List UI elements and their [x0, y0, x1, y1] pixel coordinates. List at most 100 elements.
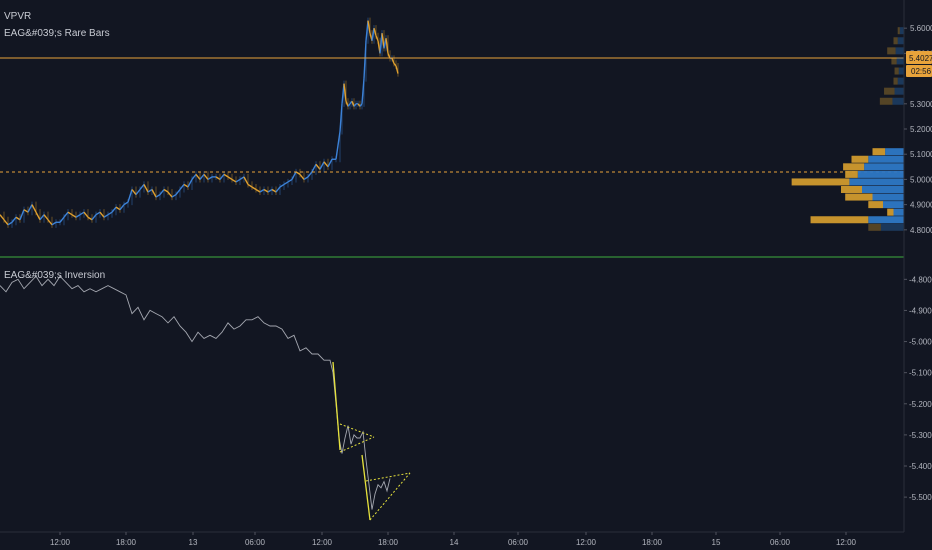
price-segment	[59, 216, 65, 223]
inversion-tick-label: -5.0000	[909, 338, 932, 347]
price-segment	[159, 189, 165, 195]
price-segment	[311, 163, 317, 173]
price-segment	[291, 171, 297, 180]
price-segment	[231, 178, 237, 183]
price-segment	[351, 101, 355, 107]
price-segment	[31, 204, 37, 213]
volume-bar-up	[894, 87, 904, 95]
inversion-pane[interactable]	[0, 275, 391, 510]
volume-bar-down	[887, 208, 894, 216]
volume-bar-down	[845, 193, 873, 201]
price-segment	[87, 216, 93, 221]
price-tick-label: 4.9000	[910, 201, 932, 210]
volume-bar-up	[868, 155, 904, 163]
time-tick-label: 14	[450, 538, 459, 547]
price-segment	[179, 184, 185, 190]
price-segment	[15, 216, 21, 221]
price-segment	[335, 131, 341, 160]
price-segment	[391, 58, 395, 64]
price-segment	[27, 204, 33, 213]
volume-profile[interactable]	[791, 27, 904, 231]
price-segment	[195, 173, 201, 180]
price-segment	[343, 83, 347, 102]
price-tick-label: 4.8000	[910, 226, 932, 235]
price-segment	[379, 33, 383, 54]
price-segment	[267, 188, 273, 193]
price-segment	[111, 206, 117, 213]
volume-bar-down	[893, 77, 898, 85]
price-pane[interactable]	[0, 17, 399, 228]
price-segment	[361, 78, 365, 104]
price-tick-label: 5.6000	[910, 24, 932, 33]
volume-bar-down	[872, 148, 886, 156]
price-tick-label: 5.1000	[910, 150, 932, 159]
volume-bar-down	[845, 170, 858, 178]
price-segment	[263, 188, 269, 193]
price-segment	[227, 176, 233, 181]
price-segment	[11, 216, 17, 223]
volume-bar-up	[897, 37, 904, 45]
volume-bar-up	[898, 67, 904, 75]
price-segment	[239, 176, 245, 181]
time-tick-label: 06:00	[245, 538, 266, 547]
price-segment	[243, 176, 249, 185]
price-segment	[39, 214, 45, 221]
volume-bar-up	[872, 193, 904, 201]
price-segment	[23, 209, 29, 213]
volume-bar-down	[841, 186, 862, 193]
legend-rare-bars[interactable]: EAG&#039;s Rare Bars	[4, 28, 110, 39]
price-segment	[345, 101, 349, 107]
volume-bar-up	[849, 178, 904, 186]
price-segment	[7, 221, 13, 226]
price-segment	[99, 211, 105, 218]
price-segment	[143, 184, 149, 193]
price-segment	[147, 188, 153, 193]
trendline-pennant-1-upper[interactable]	[339, 423, 375, 438]
volume-bar-up	[857, 170, 904, 178]
trendline-drop-2[interactable]	[361, 454, 371, 521]
current-price-tag	[906, 51, 932, 64]
price-segment	[75, 214, 81, 218]
price-segment	[373, 27, 377, 36]
price-segment	[255, 188, 261, 193]
time-tick-label: 18:00	[642, 538, 663, 547]
price-segment	[375, 35, 379, 42]
price-segment	[271, 188, 277, 193]
price-segment	[163, 188, 169, 193]
price-segment	[275, 186, 281, 193]
price-segment	[339, 103, 343, 132]
price-segment	[91, 214, 97, 221]
price-segment	[215, 176, 221, 181]
trendline-drop-1[interactable]	[332, 361, 341, 451]
price-segment	[381, 33, 385, 49]
price-segment	[347, 103, 351, 107]
volume-bar-down	[887, 47, 896, 55]
volume-bar-down	[868, 201, 883, 209]
volume-bar-up	[893, 208, 904, 216]
price-axis[interactable]	[904, 0, 932, 532]
volume-bar-up	[868, 216, 904, 224]
inversion-tick-label: -5.4000	[909, 462, 932, 471]
price-segment	[47, 219, 53, 226]
volume-bar-up	[896, 57, 904, 65]
inversion-line	[0, 275, 391, 510]
inversion-tick-label: -5.1000	[909, 369, 932, 378]
time-axis[interactable]	[0, 532, 932, 550]
legend-vpvr[interactable]: VPVR	[4, 11, 31, 22]
price-segment	[323, 161, 329, 168]
time-tick-label: 15	[712, 538, 721, 547]
volume-bar-down	[879, 97, 893, 105]
price-segment	[207, 176, 213, 181]
inversion-tick-label: -5.3000	[909, 431, 932, 440]
price-segment	[119, 204, 125, 211]
price-segment	[363, 40, 367, 79]
price-segment	[115, 206, 121, 211]
volume-bar-up	[862, 186, 904, 193]
volume-bar-down	[810, 216, 869, 224]
pattern-drawings[interactable]	[332, 361, 411, 521]
trendline-pennant-2-upper[interactable]	[365, 472, 411, 482]
inversion-tick-label: -4.8000	[909, 275, 932, 284]
legend-inversion[interactable]: EAG&#039;s Inversion	[4, 270, 105, 281]
price-segment	[259, 188, 265, 193]
